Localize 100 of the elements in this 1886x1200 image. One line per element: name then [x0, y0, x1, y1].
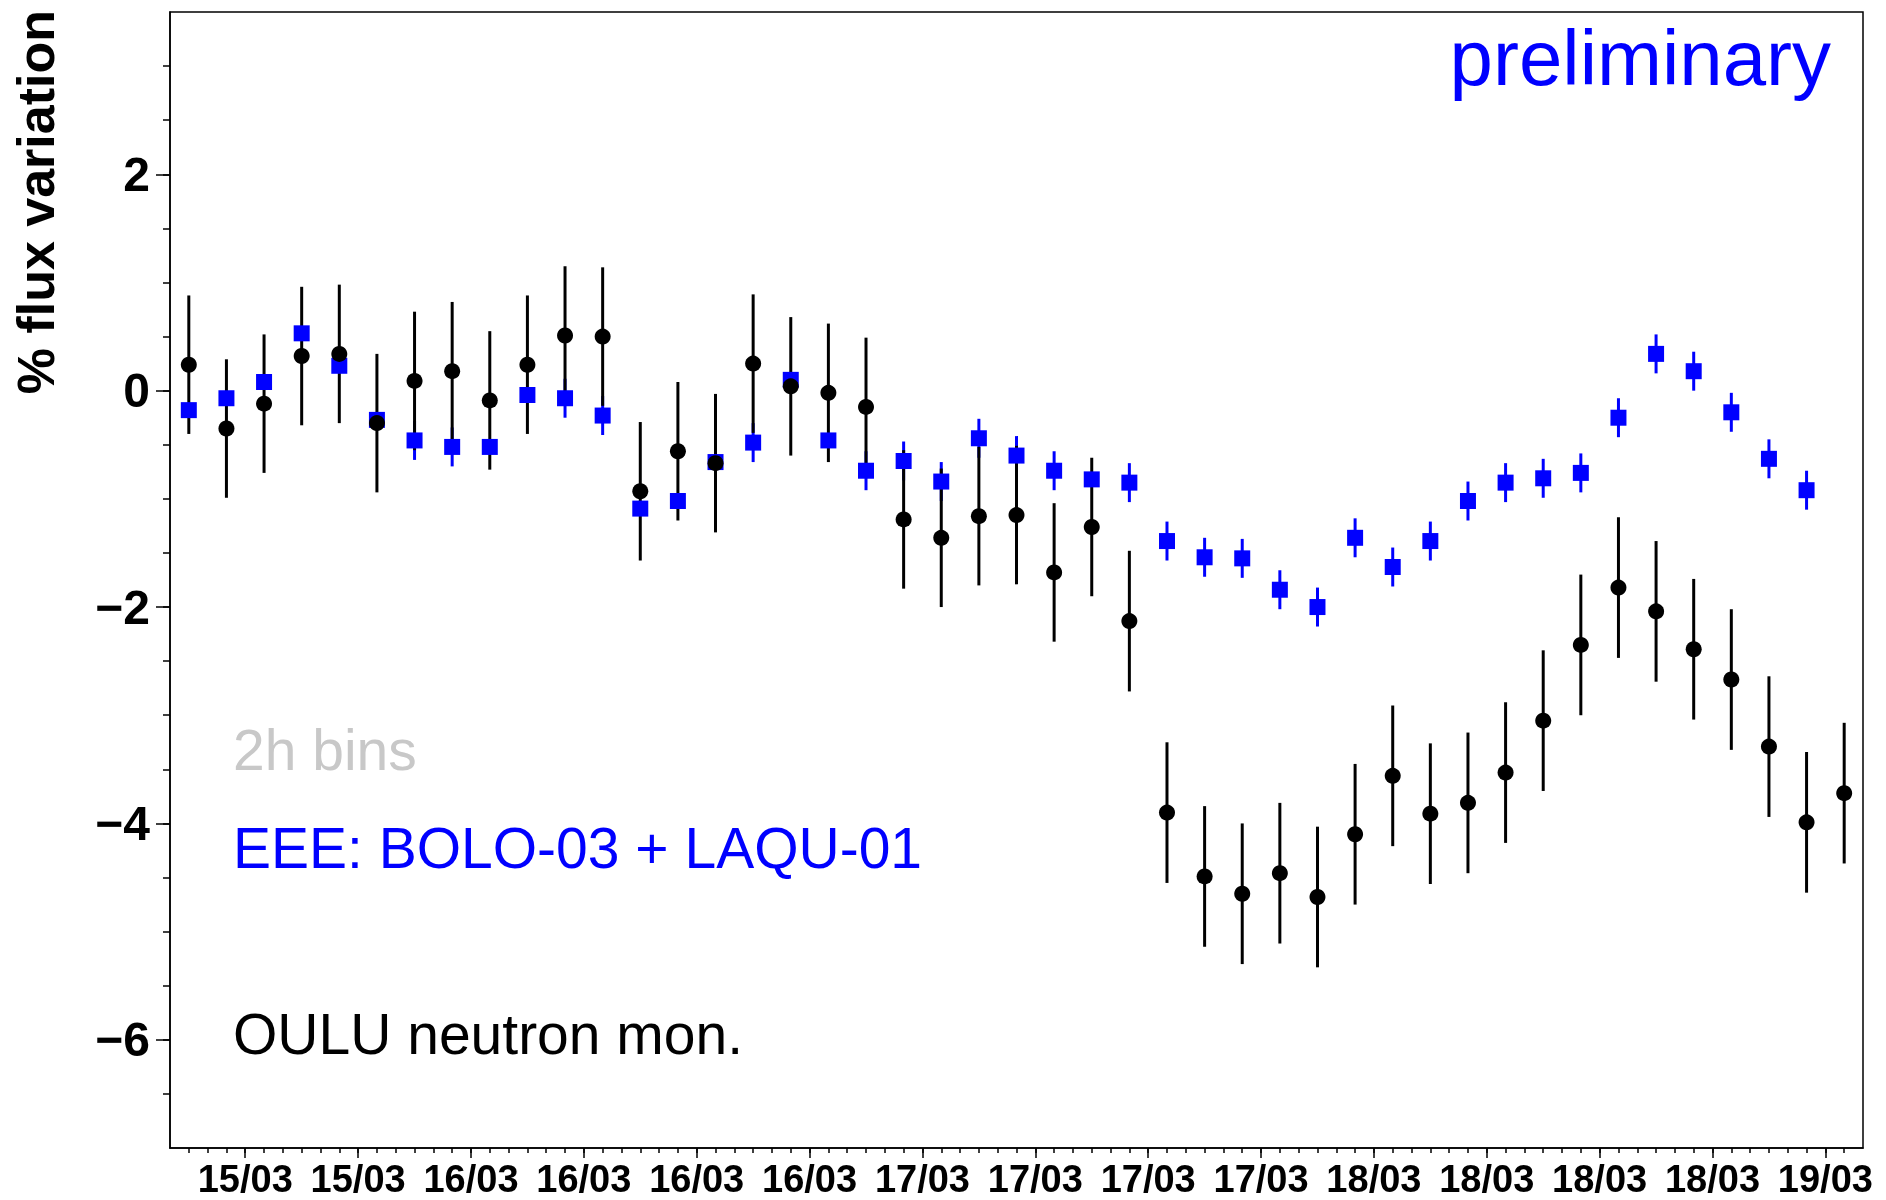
point	[557, 390, 574, 407]
point	[293, 325, 310, 342]
point	[1760, 450, 1777, 467]
point	[180, 402, 197, 419]
point	[858, 462, 875, 479]
annotation: preliminary	[1449, 14, 1831, 102]
point	[782, 378, 799, 395]
x-tick-label: 17/03	[1100, 1158, 1196, 1200]
point	[745, 434, 762, 451]
point	[1158, 533, 1175, 550]
point	[406, 432, 423, 449]
point	[1008, 507, 1025, 524]
point	[1459, 493, 1476, 510]
point	[594, 328, 611, 345]
point	[594, 407, 611, 424]
point	[1798, 814, 1815, 831]
x-tick-label: 16/03	[762, 1158, 858, 1200]
point	[1309, 599, 1326, 616]
point	[895, 452, 912, 469]
x-tick-label: 18/03	[1326, 1158, 1422, 1200]
point	[368, 415, 385, 432]
point	[1572, 464, 1589, 481]
point	[1046, 462, 1063, 479]
point	[256, 395, 273, 412]
x-tick-label: 16/03	[649, 1158, 745, 1200]
point	[1459, 794, 1476, 811]
point	[519, 356, 536, 373]
point	[1159, 804, 1175, 821]
point	[444, 438, 461, 455]
point	[1723, 404, 1740, 421]
point	[1083, 471, 1100, 488]
x-tick-label: 19/03	[1777, 1158, 1873, 1200]
point	[858, 398, 875, 415]
x-tick-label: 16/03	[536, 1158, 632, 1200]
point	[256, 374, 273, 391]
x-tick-label: 18/03	[1664, 1158, 1761, 1200]
x-tick-label: 17/03	[1213, 1158, 1309, 1200]
point	[1196, 549, 1213, 566]
point	[745, 355, 762, 372]
point	[1535, 712, 1552, 729]
y-tick-label: −6	[95, 1013, 150, 1067]
y-tick-label: 2	[123, 147, 150, 201]
point	[1046, 564, 1063, 581]
point	[1121, 474, 1138, 491]
point	[1723, 671, 1740, 688]
point	[1610, 409, 1627, 426]
point	[1083, 518, 1100, 535]
x-tick-label: 15/03	[197, 1158, 293, 1200]
point	[293, 348, 310, 365]
point	[933, 529, 950, 546]
point	[1347, 529, 1364, 546]
point	[1196, 868, 1213, 885]
x-tick-label: 17/03	[987, 1158, 1083, 1200]
point	[1234, 550, 1251, 567]
point	[481, 392, 498, 409]
x-tick-label: 18/03	[1552, 1158, 1648, 1200]
point	[1309, 889, 1326, 905]
point	[481, 438, 498, 455]
point	[970, 430, 987, 447]
text: OULU neutron mon.	[233, 1002, 744, 1066]
point	[444, 363, 461, 380]
point	[632, 483, 649, 500]
text: EEE: BOLO-03 + LAQU-01	[233, 816, 923, 880]
point	[1685, 363, 1702, 380]
point	[1422, 805, 1439, 822]
x-tick-label: 17/03	[874, 1158, 970, 1200]
point	[1760, 738, 1777, 755]
point	[1384, 559, 1401, 576]
point	[1121, 613, 1138, 630]
point	[1497, 474, 1514, 491]
point	[180, 356, 197, 373]
point	[632, 500, 649, 517]
y-tick-label: −2	[95, 580, 150, 634]
point	[933, 473, 950, 490]
point	[1271, 865, 1288, 882]
point	[1384, 767, 1401, 784]
point	[1610, 579, 1627, 596]
point	[1497, 764, 1514, 781]
point	[1347, 826, 1364, 843]
x-tick-label: 16/03	[423, 1158, 519, 1200]
point	[1648, 345, 1665, 362]
point	[669, 493, 686, 510]
point	[1271, 581, 1288, 598]
point	[1836, 785, 1853, 802]
point	[1572, 636, 1589, 653]
point	[406, 372, 423, 389]
y-tick-label: 0	[123, 364, 150, 418]
point	[218, 420, 235, 437]
point	[970, 508, 987, 525]
point	[331, 345, 348, 362]
point	[1798, 482, 1815, 499]
y-axis-title: % flux variation	[7, 10, 65, 395]
point	[820, 384, 837, 401]
point	[1685, 641, 1702, 658]
point	[557, 327, 574, 344]
point	[1422, 533, 1439, 550]
point	[1648, 603, 1665, 620]
point	[895, 511, 912, 528]
y-tick-label: −4	[95, 796, 151, 850]
point	[1535, 470, 1552, 487]
